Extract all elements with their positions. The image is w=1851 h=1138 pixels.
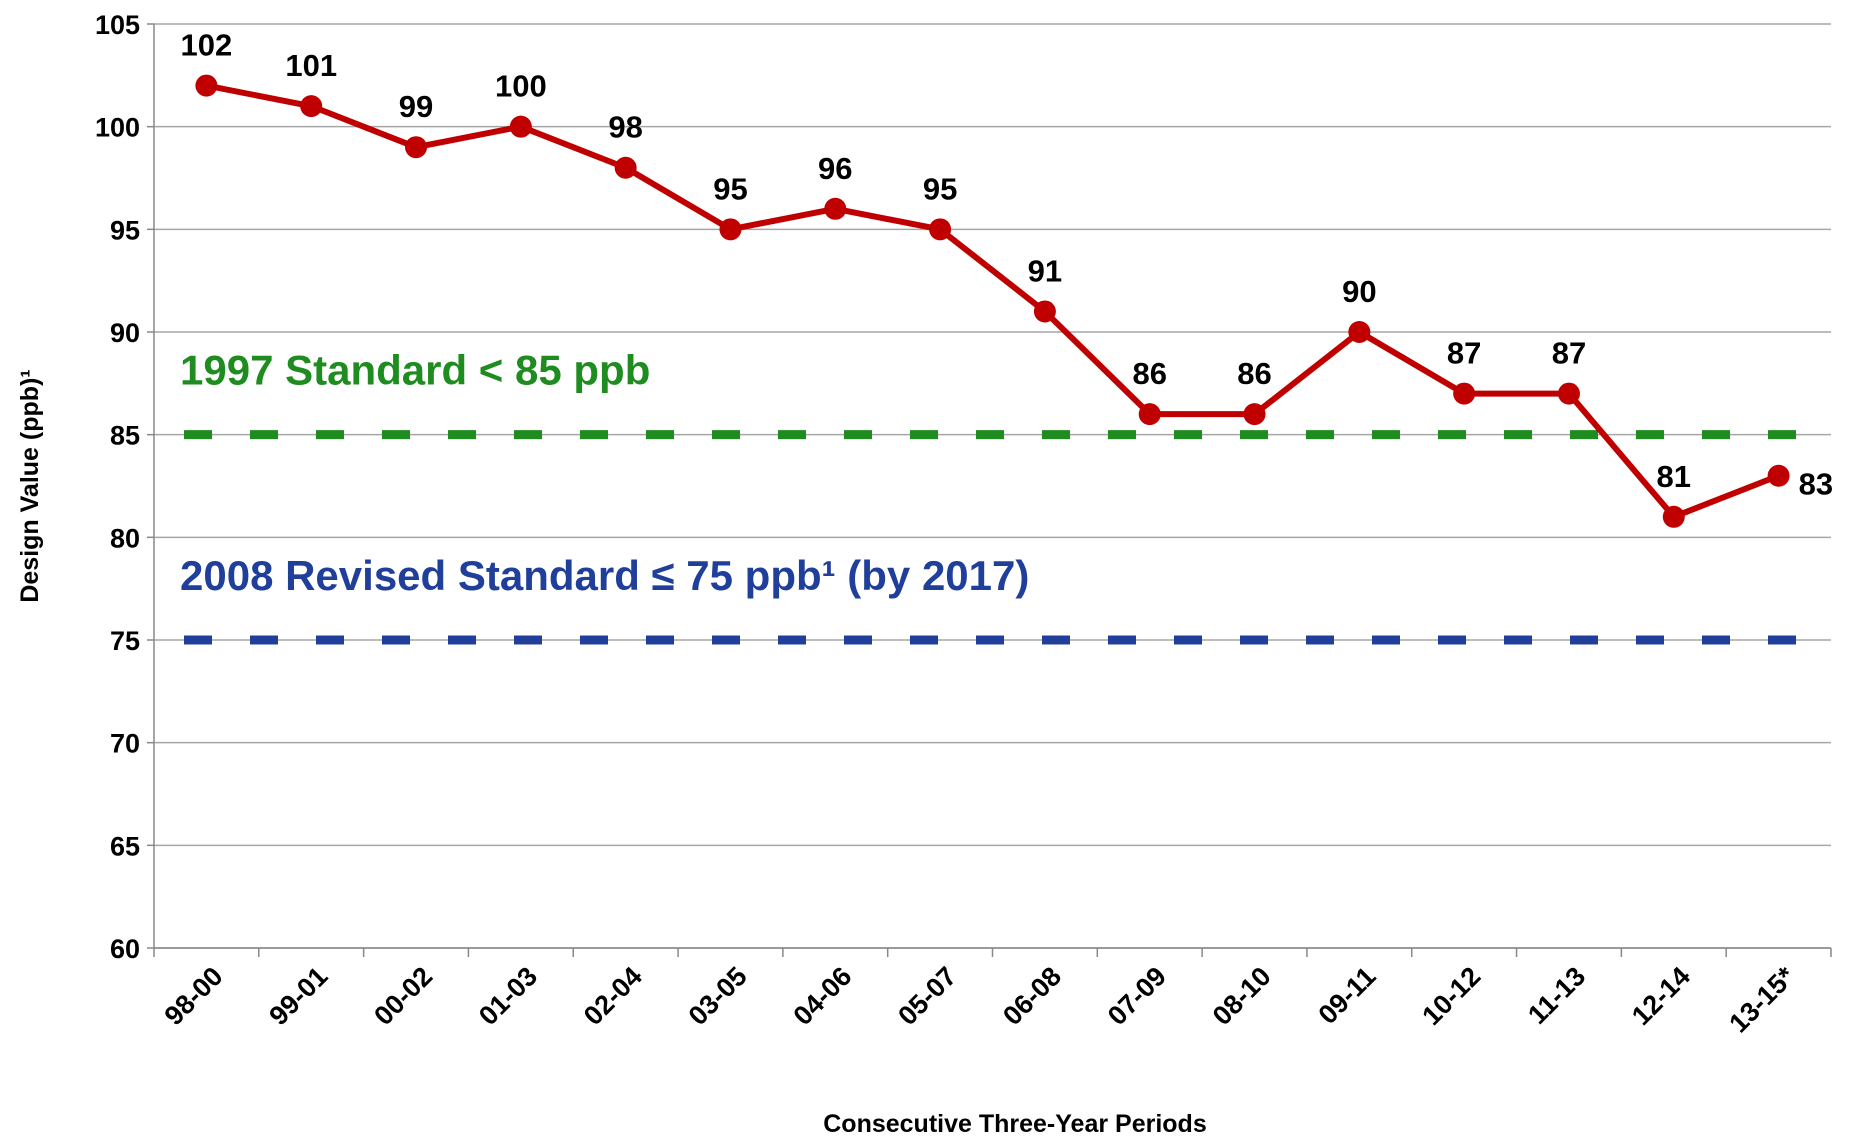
data-label: 90	[1342, 274, 1376, 309]
data-point	[614, 156, 637, 179]
y-axis-title: Design Value (ppb)¹	[16, 369, 44, 602]
y-tick-label: 80	[110, 523, 140, 553]
data-label: 95	[923, 171, 957, 206]
x-tick-label: 04-06	[787, 961, 857, 1031]
x-tick-label: 12-14	[1626, 961, 1696, 1031]
y-tick-label: 95	[110, 215, 140, 245]
reference-label: 1997 Standard < 85 ppb	[180, 347, 650, 394]
y-tick-label: 65	[110, 831, 140, 861]
x-tick-label: 13-15*	[1723, 961, 1801, 1039]
y-tick-label: 60	[110, 934, 140, 964]
x-tick-label: 05-07	[892, 961, 962, 1031]
y-tick-label: 100	[95, 113, 140, 143]
x-tick-label: 00-02	[368, 961, 438, 1031]
data-point	[1662, 505, 1685, 528]
data-point	[195, 74, 218, 97]
x-tick-label: 02-04	[578, 961, 648, 1031]
x-tick-label: 01-03	[473, 961, 543, 1031]
data-point	[405, 136, 428, 159]
data-point	[1243, 403, 1266, 426]
y-tick-label: 90	[110, 318, 140, 348]
data-label: 96	[818, 151, 852, 186]
data-label: 86	[1132, 356, 1166, 391]
data-point	[824, 197, 847, 220]
x-tick-label: 98-00	[159, 961, 229, 1031]
reference-label: 2008 Revised Standard ≤ 75 ppb¹ (by 2017…	[180, 552, 1029, 599]
data-label: 102	[181, 28, 233, 63]
data-point	[1348, 321, 1371, 343]
y-tick-label: 85	[110, 421, 140, 451]
data-line	[205, 82, 1780, 520]
data-label: 95	[713, 171, 747, 206]
x-tick-label: 07-09	[1102, 961, 1172, 1031]
data-point	[509, 115, 532, 138]
data-label: 91	[1028, 253, 1062, 288]
data-point	[719, 218, 742, 241]
data-label: 98	[608, 110, 642, 145]
y-tick-label: 75	[110, 626, 140, 656]
data-label: 100	[495, 69, 547, 104]
x-tick-label: 99-01	[263, 961, 333, 1031]
x-tick-label: 09-11	[1313, 961, 1382, 1030]
data-label: 83	[1799, 467, 1833, 502]
x-tick-label: 11-13	[1522, 961, 1591, 1030]
data-label: 87	[1552, 336, 1586, 371]
data-point	[1453, 382, 1476, 405]
data-point	[1138, 403, 1161, 426]
y-tick-label: 70	[110, 729, 140, 759]
data-label: 99	[399, 89, 433, 124]
x-tick-label: 03-05	[683, 961, 753, 1031]
data-point	[300, 95, 323, 118]
data-point	[1767, 464, 1790, 487]
data-point	[1033, 300, 1056, 323]
data-label: 86	[1237, 356, 1271, 391]
data-point	[1557, 382, 1580, 405]
data-label: 101	[285, 48, 337, 83]
data-point	[929, 218, 952, 241]
x-tick-label: 06-08	[997, 961, 1067, 1031]
x-axis-title: Consecutive Three-Year Periods	[823, 1110, 1206, 1138]
data-label: 87	[1447, 336, 1481, 371]
x-tick-label: 08-10	[1207, 961, 1277, 1031]
x-tick-label: 10-12	[1416, 961, 1486, 1031]
y-tick-label: 105	[95, 10, 140, 40]
data-label: 81	[1657, 459, 1691, 494]
